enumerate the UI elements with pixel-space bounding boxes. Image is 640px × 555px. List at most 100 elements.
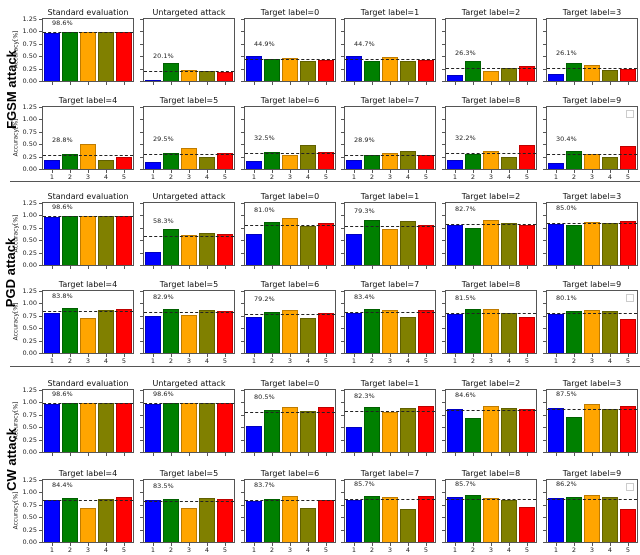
mean-accuracy-line — [345, 58, 435, 60]
x-tick-label: 3 — [387, 357, 393, 365]
plot-area: 0.00 0.25 0.50 0.75 1.00 1.25 1 2 3 4 5 83.8% Accura… — [12, 287, 134, 365]
x-tick — [189, 82, 190, 85]
bar-4 — [602, 70, 618, 81]
y-tick — [543, 265, 546, 266]
x-tick-label: 2 — [168, 173, 174, 181]
y-tick — [543, 402, 546, 404]
x-tick — [326, 82, 327, 85]
y-tick — [442, 452, 445, 453]
x-tick — [207, 266, 208, 269]
y-tick — [140, 227, 143, 229]
subplot-title: Untargeted attack — [152, 8, 226, 17]
bar-4 — [98, 31, 114, 81]
y-tick — [543, 439, 546, 441]
y-tick — [341, 203, 344, 204]
x-tick — [70, 170, 71, 173]
y-tick — [140, 303, 143, 305]
mean-accuracy-label: 83.5% — [153, 481, 174, 490]
bar-4 — [98, 215, 114, 265]
bar-2 — [465, 228, 481, 265]
subplot-title: Target label=3 — [562, 379, 622, 388]
subplot: Target label=3 87.5% — [543, 379, 638, 465]
subplot: Target label=6 1 2 3 4 5 83.7% — [241, 469, 336, 555]
mean-accuracy-label: 20.1% — [153, 52, 174, 61]
x-tick-label: 3 — [85, 546, 91, 554]
plot-area: 58.3% — [140, 202, 235, 269]
y-tick — [341, 542, 344, 543]
bar-4 — [602, 497, 618, 542]
y-tick-label: 1.00 — [22, 27, 37, 36]
x-tick — [556, 354, 557, 357]
bar-5 — [116, 31, 132, 81]
y-tick — [442, 291, 445, 292]
x-tick-label: 1 — [452, 357, 458, 365]
subplot: Target label=5 1 2 3 4 5 83.5% — [140, 469, 235, 555]
y-tick — [241, 303, 244, 305]
y-tick — [442, 427, 445, 429]
y-tick — [39, 265, 42, 266]
bar-3 — [584, 65, 600, 81]
plot-area: 1 2 3 4 5 79.2% — [241, 290, 336, 365]
y-tick — [241, 252, 244, 254]
bar-5 — [620, 69, 636, 81]
y-tick-label: 0.00 — [22, 538, 37, 546]
x-tick-label: 3 — [387, 173, 393, 181]
y-tick — [140, 452, 143, 453]
x-tick — [225, 354, 226, 357]
x-tick — [509, 266, 510, 269]
bar-3 — [483, 151, 499, 169]
mean-accuracy-label: 80.1% — [556, 294, 577, 303]
y-tick-label: 1.25 — [22, 386, 37, 394]
x-tick-label: 4 — [305, 546, 311, 554]
bar-2 — [264, 312, 280, 353]
y-tick — [39, 427, 42, 429]
mean-accuracy-line — [345, 499, 435, 501]
plot-area: 1 2 3 4 5 83.5% — [140, 479, 235, 554]
y-tick — [39, 542, 42, 543]
bar-1 — [145, 403, 161, 452]
bar-5 — [217, 153, 233, 169]
plot-area: 0.00 0.25 0.50 0.75 1.00 1.25 98.6% Accuracy[%] — [12, 386, 134, 456]
bar-3 — [382, 497, 398, 542]
x-tick — [527, 543, 528, 546]
x-tick — [390, 354, 391, 357]
bar-2 — [163, 308, 179, 353]
subplot: Target label=4 0.00 0.25 0.50 0.75 1.00 1.25 1 2… — [12, 96, 134, 182]
bar-2 — [264, 152, 280, 169]
bar-1 — [447, 313, 463, 353]
y-tick — [442, 492, 445, 494]
x-tick-label: 1 — [351, 173, 357, 181]
bar-1 — [44, 216, 60, 265]
bar-1 — [44, 499, 60, 542]
bar-3 — [483, 405, 499, 452]
subplot-title: Standard evaluation — [47, 379, 129, 388]
bar-4 — [98, 309, 114, 353]
y-tick — [241, 81, 244, 82]
mean-accuracy-line — [245, 152, 335, 154]
mean-accuracy-label: 44.9% — [254, 39, 275, 48]
plot-area: 0.00 0.25 0.50 0.75 1.00 1.25 98.6% Accuracy[%] — [12, 199, 134, 269]
y-tick — [39, 353, 42, 354]
bar-3 — [181, 315, 197, 353]
y-tick-label: 1.25 — [22, 15, 37, 23]
bar-1 — [447, 159, 463, 169]
x-tick-label: 2 — [571, 546, 577, 554]
bar-1 — [447, 497, 463, 542]
bar-2 — [364, 308, 380, 353]
mean-accuracy-label: 98.6% — [52, 203, 73, 212]
y-tick — [140, 56, 143, 58]
y-tick — [341, 68, 344, 70]
bar-5 — [116, 308, 132, 353]
bar-4 — [98, 499, 114, 542]
y-tick — [442, 414, 445, 416]
x-tick — [52, 543, 53, 546]
mean-accuracy-label: 80.5% — [254, 393, 275, 402]
x-tick — [52, 354, 53, 357]
x-tick — [308, 170, 309, 173]
y-tick — [442, 107, 445, 108]
x-tick — [408, 170, 409, 173]
x-tick-label: 5 — [423, 173, 429, 181]
x-tick-label: 1 — [251, 173, 257, 181]
y-tick — [442, 402, 445, 404]
mean-accuracy-line — [245, 313, 335, 315]
